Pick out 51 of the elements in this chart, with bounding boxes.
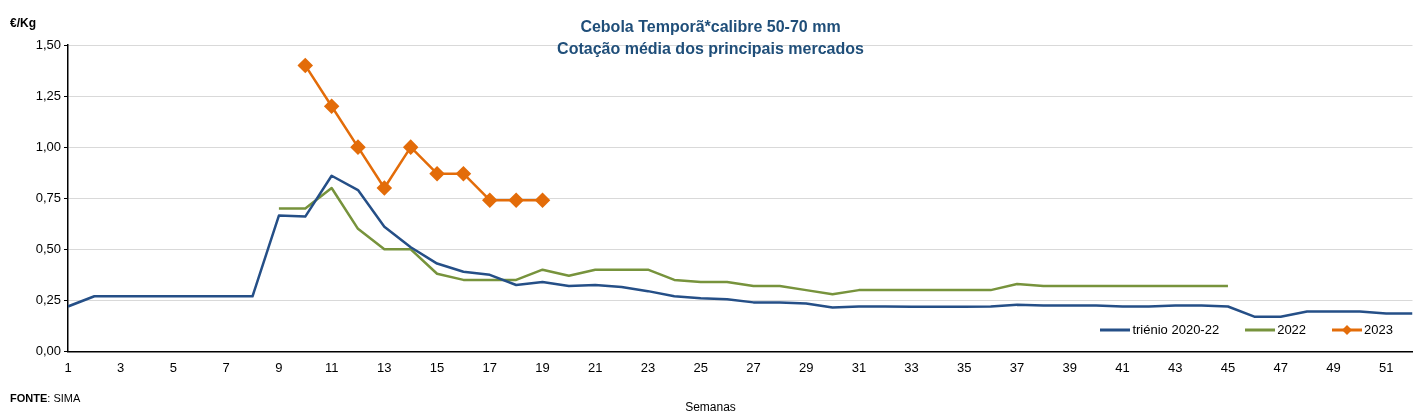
- point: [482, 192, 498, 208]
- point: [377, 180, 392, 196]
- x-axis-title: Semanas: [685, 400, 736, 414]
- x-tick-label: 1: [64, 359, 72, 375]
- point: [508, 192, 524, 208]
- y-tick-label: 1,00: [35, 138, 61, 154]
- x-tick-label: 33: [904, 359, 919, 375]
- x-tick-label: 25: [693, 359, 708, 375]
- y-tick-label: 1,50: [35, 36, 61, 52]
- legend-label: triénio 2020-22: [1132, 322, 1220, 337]
- point: [429, 166, 445, 181]
- chart-subtitle: Cotação média dos principais mercados: [557, 40, 864, 57]
- y-tick-label: 0,00: [35, 342, 61, 358]
- x-tick-label: 49: [1326, 359, 1341, 375]
- legend-label: 2023: [1364, 322, 1393, 337]
- x-tick-label: 15: [429, 359, 445, 375]
- chart-title: Cebola Temporã*calibre 50-70 mm: [580, 18, 841, 35]
- x-tick-label: 39: [1062, 359, 1078, 375]
- x-tick-label: 13: [377, 359, 392, 375]
- y-tick-label: 0,25: [35, 291, 61, 307]
- point: [324, 99, 339, 114]
- point: [298, 58, 313, 73]
- y-axis-title: €/Kg: [10, 16, 37, 30]
- x-tick-label: 47: [1273, 359, 1288, 375]
- x-tick-label: 37: [1009, 359, 1025, 375]
- x-tick-label: 19: [535, 359, 550, 375]
- x-tick-label: 17: [482, 359, 498, 375]
- x-tick-label: 3: [117, 359, 125, 375]
- y-tick-label: 0,50: [35, 240, 61, 256]
- x-tick-label: 7: [222, 359, 230, 375]
- point: [403, 139, 418, 155]
- x-tick-label: 43: [1168, 359, 1183, 375]
- x-tick-label: 23: [640, 359, 656, 375]
- source-note: FONTE: SIMA: [10, 392, 81, 404]
- x-tick-label: 11: [324, 359, 339, 375]
- point: [456, 166, 471, 181]
- legend-label: 2022: [1277, 322, 1307, 337]
- x-tick-label: 5: [169, 359, 178, 375]
- y-tick-label: 1,25: [35, 87, 61, 103]
- x-tick-label: 51: [1378, 359, 1394, 375]
- point: [535, 192, 550, 208]
- x-tick-label: 21: [588, 359, 603, 375]
- x-tick-label: 35: [957, 359, 972, 375]
- x-tick-label: 27: [746, 359, 761, 375]
- x-tick-label: 31: [851, 359, 867, 375]
- point: [350, 139, 366, 155]
- x-tick-label: 29: [798, 359, 814, 375]
- y-tick-label: 0,75: [35, 189, 61, 205]
- x-tick-label: 45: [1220, 359, 1236, 375]
- x-tick-label: 41: [1115, 359, 1130, 375]
- x-tick-label: 9: [275, 359, 283, 375]
